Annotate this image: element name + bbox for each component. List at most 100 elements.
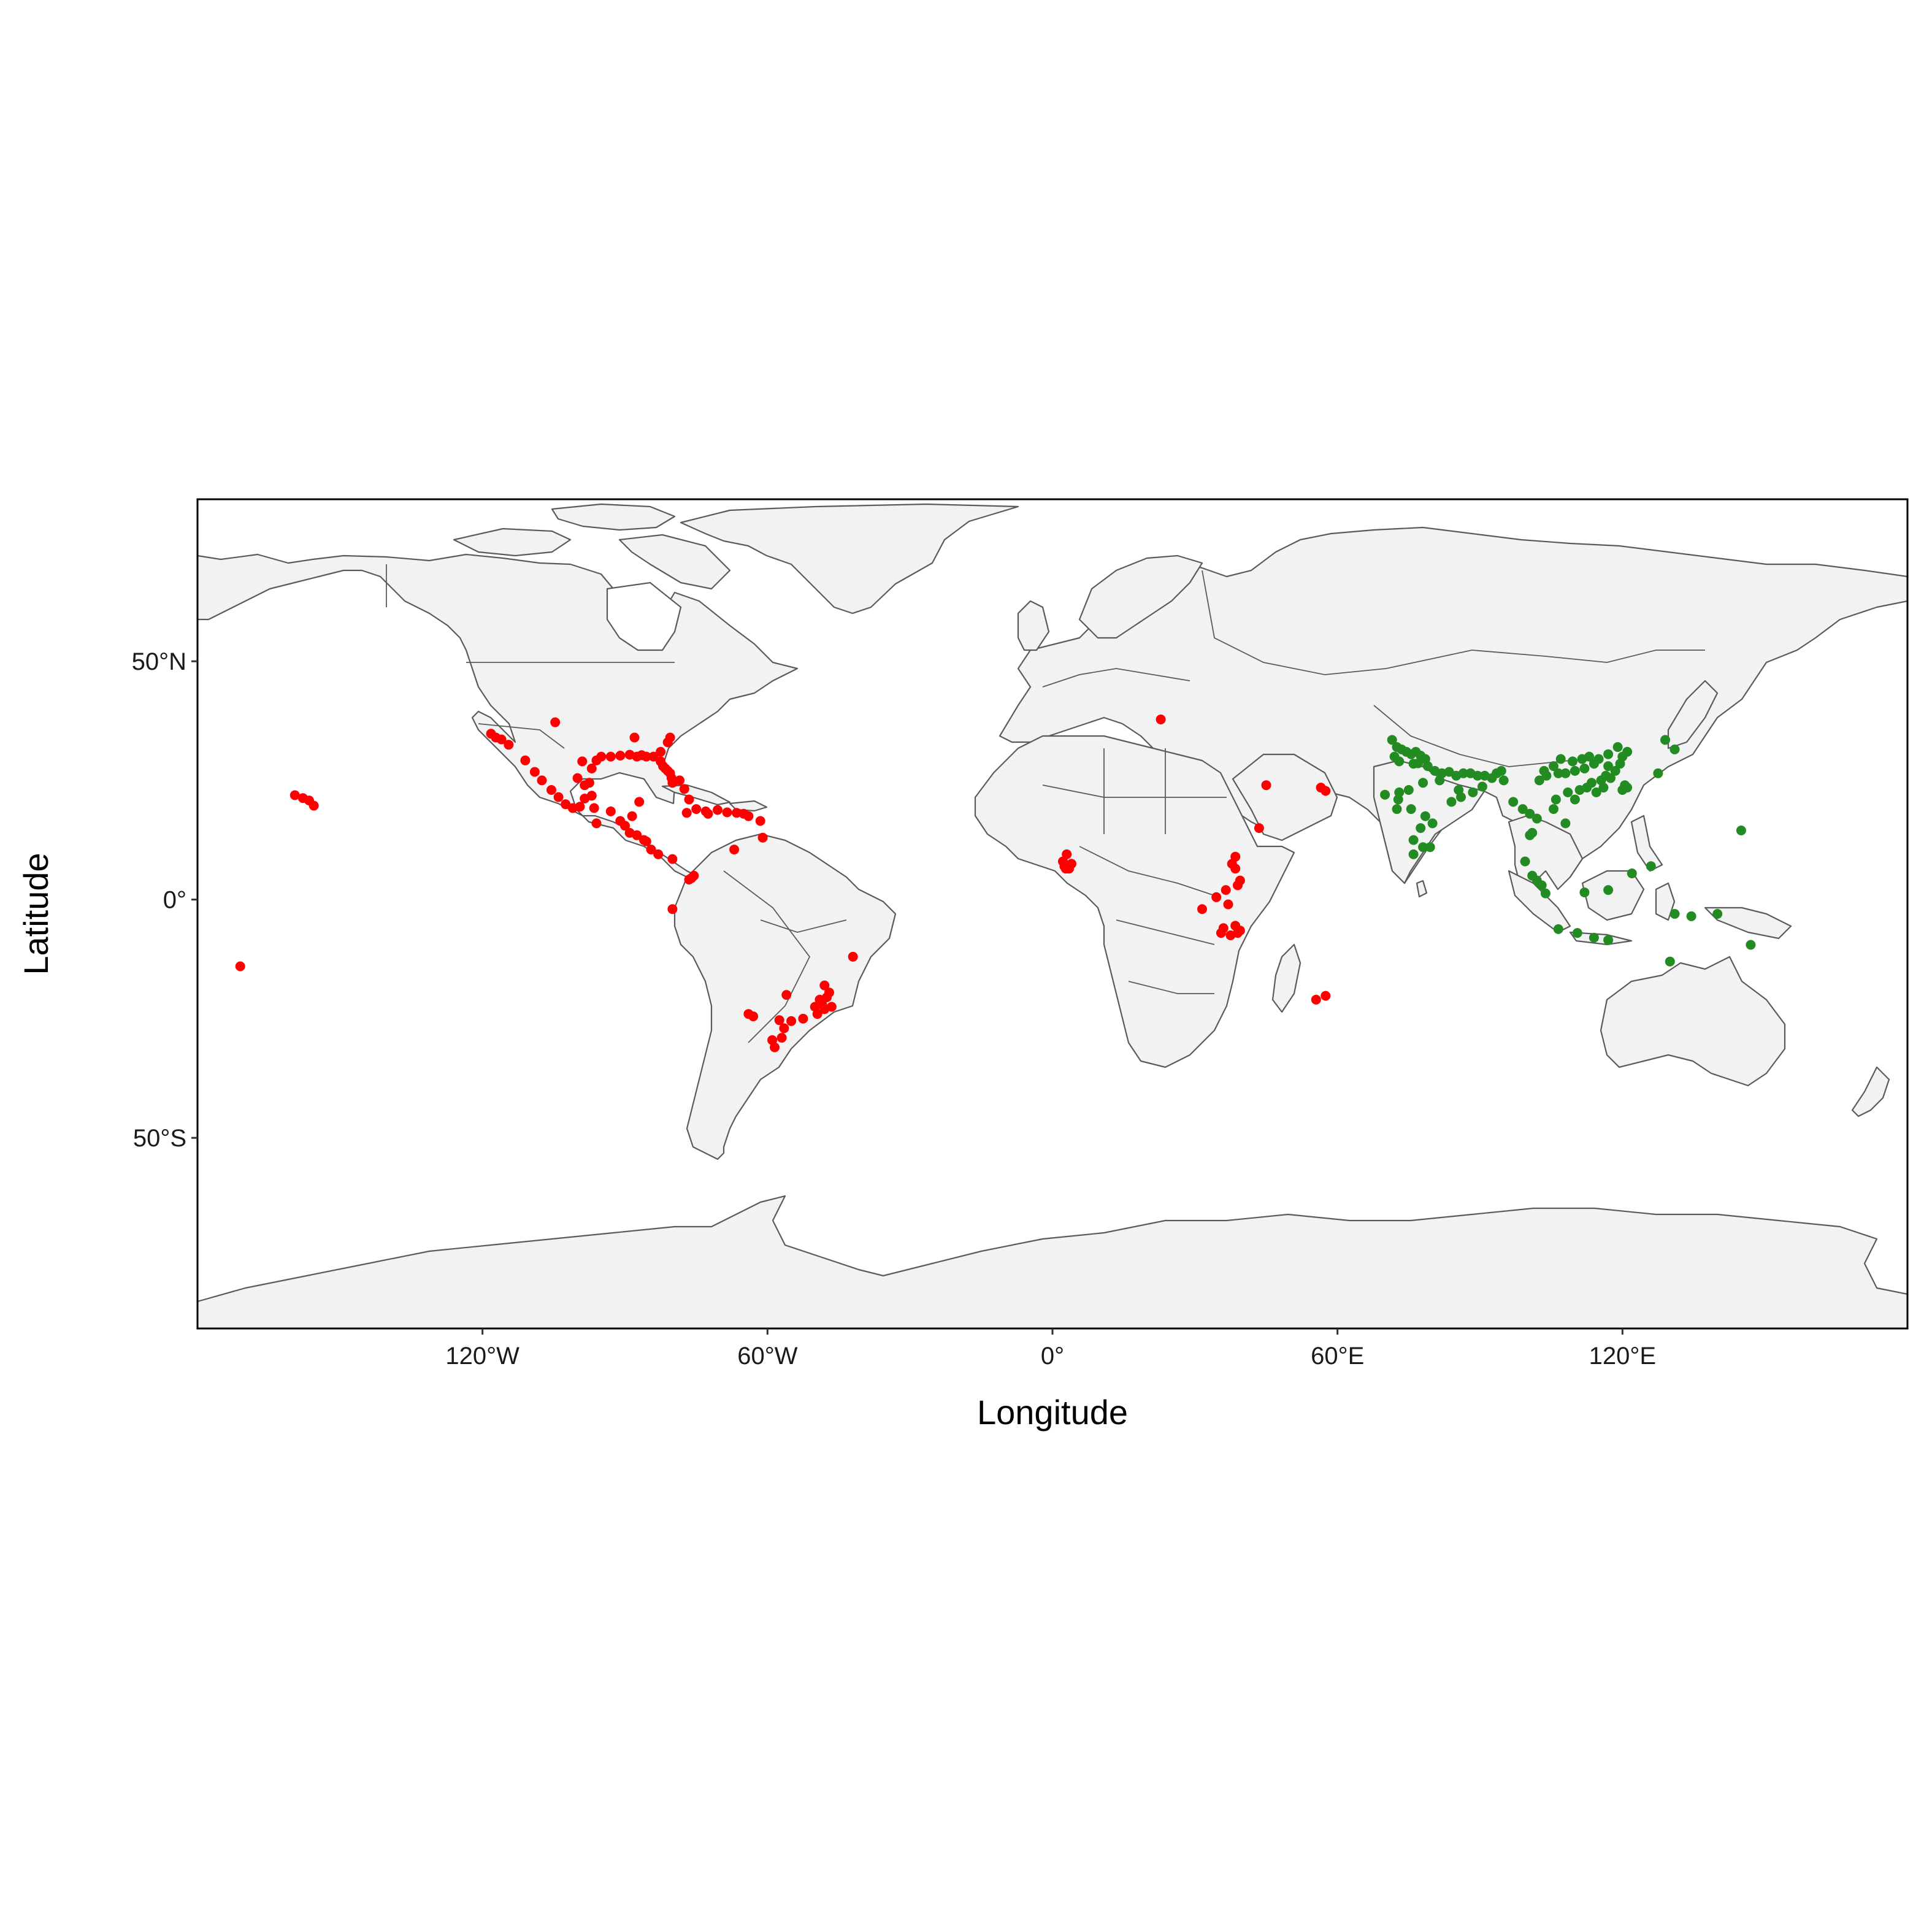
occurrence-point-0-108 bbox=[1321, 786, 1331, 796]
border-africa-3 bbox=[1116, 919, 1215, 945]
occurrence-point-1-58 bbox=[1560, 818, 1571, 829]
occurrence-point-1-98 bbox=[1627, 868, 1637, 878]
occurrence-point-1-59 bbox=[1563, 787, 1573, 797]
occurrence-point-0-24 bbox=[615, 751, 626, 761]
occurrence-point-0-84 bbox=[786, 1016, 797, 1026]
occurrence-point-1-100 bbox=[1579, 887, 1590, 897]
occurrence-point-1-109 bbox=[1712, 909, 1723, 919]
border-usa-mexico bbox=[478, 723, 565, 749]
occurrence-point-0-56 bbox=[634, 797, 645, 807]
occurrence-point-1-19 bbox=[1473, 770, 1483, 781]
occurrence-point-1-29 bbox=[1418, 778, 1428, 788]
landmass-java bbox=[1569, 931, 1633, 946]
occurrence-point-0-80 bbox=[819, 1004, 830, 1014]
occurrence-point-1-77 bbox=[1553, 768, 1563, 778]
occurrence-point-1-17 bbox=[1458, 768, 1468, 778]
occurrence-point-1-97 bbox=[1646, 861, 1656, 872]
occurrence-point-0-67 bbox=[605, 806, 616, 816]
occurrence-point-0-31 bbox=[656, 746, 666, 757]
occurrence-point-0-121 bbox=[1225, 930, 1236, 940]
occurrence-point-0-6 bbox=[529, 767, 540, 777]
x-tick-label-2: 0° bbox=[1041, 1343, 1064, 1370]
landmass-arctic-islands-2 bbox=[453, 527, 572, 557]
occurrence-point-1-5 bbox=[1394, 756, 1405, 767]
occurrence-point-1-105 bbox=[1665, 956, 1675, 967]
occurrence-point-1-0 bbox=[1387, 735, 1397, 745]
occurrence-point-1-35 bbox=[1420, 811, 1430, 821]
border-china-west bbox=[1373, 705, 1571, 767]
y-tick-label-1: 0° bbox=[163, 887, 186, 914]
occurrence-point-1-80 bbox=[1539, 765, 1549, 776]
occurrence-point-0-68 bbox=[591, 818, 602, 829]
occurrence-point-0-22 bbox=[596, 751, 607, 762]
occurrence-point-1-37 bbox=[1416, 823, 1426, 834]
occurrence-point-1-54 bbox=[1536, 880, 1547, 891]
occurrence-point-0-101 bbox=[1062, 849, 1072, 859]
occurrence-point-0-30 bbox=[648, 751, 659, 762]
occurrence-point-1-32 bbox=[1380, 789, 1390, 800]
occurrence-point-1-57 bbox=[1549, 804, 1558, 815]
occurrence-point-1-42 bbox=[1393, 794, 1403, 805]
occurrence-point-1-11 bbox=[1413, 758, 1424, 769]
occurrence-point-0-73 bbox=[848, 951, 858, 962]
occurrence-point-1-86 bbox=[1593, 754, 1604, 764]
occurrence-point-1-39 bbox=[1418, 842, 1428, 853]
landmass-baffin-island bbox=[618, 534, 731, 590]
occurrence-point-0-90 bbox=[743, 1009, 754, 1019]
occurrence-point-1-55 bbox=[1540, 888, 1551, 899]
occurrence-point-1-67 bbox=[1606, 773, 1616, 783]
landmass-philippines bbox=[1630, 815, 1663, 872]
occurrence-point-0-20 bbox=[584, 778, 594, 788]
occurrence-point-0-83 bbox=[798, 1013, 808, 1024]
occurrence-point-1-41 bbox=[1425, 842, 1435, 853]
x-axis: 120°W 60°W 0° 60°E 120°E bbox=[445, 1328, 1656, 1370]
point-series-1 bbox=[1380, 735, 1756, 967]
occurrence-point-0-55 bbox=[681, 808, 692, 818]
occurrence-point-0-104 bbox=[1156, 715, 1166, 724]
occurrence-point-1-60 bbox=[1570, 794, 1580, 805]
occurrence-point-0-65 bbox=[641, 836, 651, 846]
occurrence-point-0-8 bbox=[546, 785, 556, 795]
y-tick-label-0: 50°N bbox=[132, 648, 186, 675]
occurrence-point-1-50 bbox=[1525, 830, 1535, 840]
water-hudson-bay bbox=[606, 581, 682, 651]
occurrence-point-0-96 bbox=[289, 790, 300, 800]
occurrence-point-1-87 bbox=[1603, 749, 1614, 759]
occurrence-point-1-107 bbox=[1686, 911, 1696, 921]
occurrence-point-1-68 bbox=[1610, 765, 1620, 776]
occurrence-point-1-64 bbox=[1591, 787, 1601, 797]
occurrence-point-1-40 bbox=[1408, 849, 1419, 859]
occurrence-point-0-63 bbox=[653, 849, 664, 859]
occurrence-point-0-115 bbox=[1211, 892, 1222, 902]
occurrence-point-0-71 bbox=[684, 875, 694, 885]
occurrence-point-1-23 bbox=[1496, 765, 1506, 776]
occurrence-point-1-44 bbox=[1456, 792, 1466, 802]
occurrence-point-0-41 bbox=[675, 775, 685, 786]
x-tick-label-1: 60°W bbox=[737, 1343, 797, 1370]
occurrence-point-1-102 bbox=[1589, 932, 1599, 943]
occurrence-point-0-47 bbox=[722, 807, 732, 818]
x-tick-label-3: 60°E bbox=[1311, 1343, 1364, 1370]
landmass-borneo bbox=[1581, 870, 1645, 921]
occurrence-point-1-75 bbox=[1570, 765, 1580, 776]
occurrence-point-1-43 bbox=[1446, 797, 1457, 807]
occurrence-point-1-12 bbox=[1422, 761, 1433, 772]
occurrence-point-0-124 bbox=[1311, 994, 1321, 1005]
point-series-0 bbox=[235, 715, 1331, 1052]
occurrence-point-0-122 bbox=[1216, 928, 1226, 938]
occurrence-point-1-85 bbox=[1584, 751, 1595, 762]
occurrence-point-1-81 bbox=[1549, 761, 1558, 772]
occurrence-point-0-7 bbox=[537, 775, 547, 786]
x-tick-label-0: 120°W bbox=[445, 1343, 519, 1370]
landmass-great-britain bbox=[1017, 600, 1050, 651]
landmass-antarctica bbox=[197, 1195, 1907, 1328]
occurrence-point-0-60 bbox=[632, 830, 642, 840]
occurrence-point-0-117 bbox=[1197, 904, 1207, 914]
occurrence-point-0-33 bbox=[665, 732, 675, 743]
occurrence-point-0-14 bbox=[586, 791, 597, 801]
border-south-america-2 bbox=[760, 919, 847, 933]
landmass-madagascar bbox=[1271, 943, 1301, 1013]
occurrence-point-0-3 bbox=[504, 740, 514, 750]
occurrence-point-0-9 bbox=[553, 792, 564, 802]
occurrence-point-1-36 bbox=[1427, 818, 1438, 829]
